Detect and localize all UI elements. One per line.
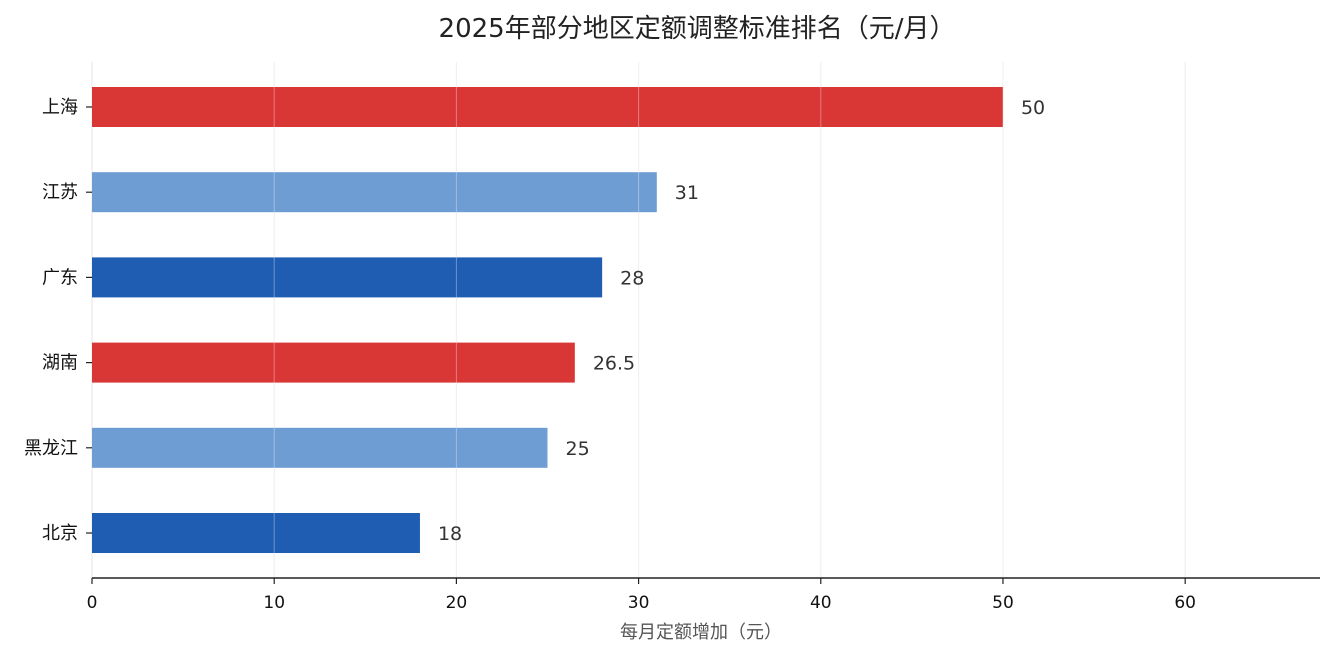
bar (92, 172, 657, 213)
bar (92, 342, 575, 383)
x-tick-label: 40 (810, 593, 832, 613)
y-tick-label: 黑龙江 (24, 438, 78, 459)
data-label: 26.5 (593, 353, 635, 375)
chart-title: 2025年部分地区定额调整标准排名（元/月） (439, 14, 956, 44)
data-label: 28 (620, 267, 644, 289)
y-tick-label: 北京 (42, 523, 78, 544)
y-tick-label: 广东 (42, 267, 78, 288)
x-tick-label: 30 (628, 593, 650, 613)
x-axis-title: 每月定额增加（元） (620, 622, 782, 643)
x-tick-label: 50 (992, 593, 1014, 613)
data-labels: 50 31 28 26.5 25 18 (438, 97, 1045, 545)
y-tick-label: 江苏 (42, 182, 78, 203)
data-label: 31 (675, 182, 699, 204)
bar (92, 427, 548, 468)
y-tick-label: 上海 (42, 97, 78, 118)
bars (92, 62, 1186, 578)
bar (92, 87, 1003, 127)
x-tick-label: 0 (87, 593, 98, 613)
bar (92, 513, 420, 553)
x-tick-label: 60 (1174, 593, 1196, 613)
x-axis-ticks: 0 10 20 30 40 50 60 (87, 578, 1196, 613)
data-label: 18 (438, 523, 462, 545)
data-label: 50 (1021, 97, 1045, 119)
x-tick-label: 20 (446, 593, 468, 613)
data-label: 25 (565, 438, 589, 460)
x-tick-label: 10 (263, 593, 285, 613)
bar (92, 257, 603, 298)
y-tick-label: 湖南 (42, 353, 78, 374)
gridlines (91, 62, 1186, 578)
